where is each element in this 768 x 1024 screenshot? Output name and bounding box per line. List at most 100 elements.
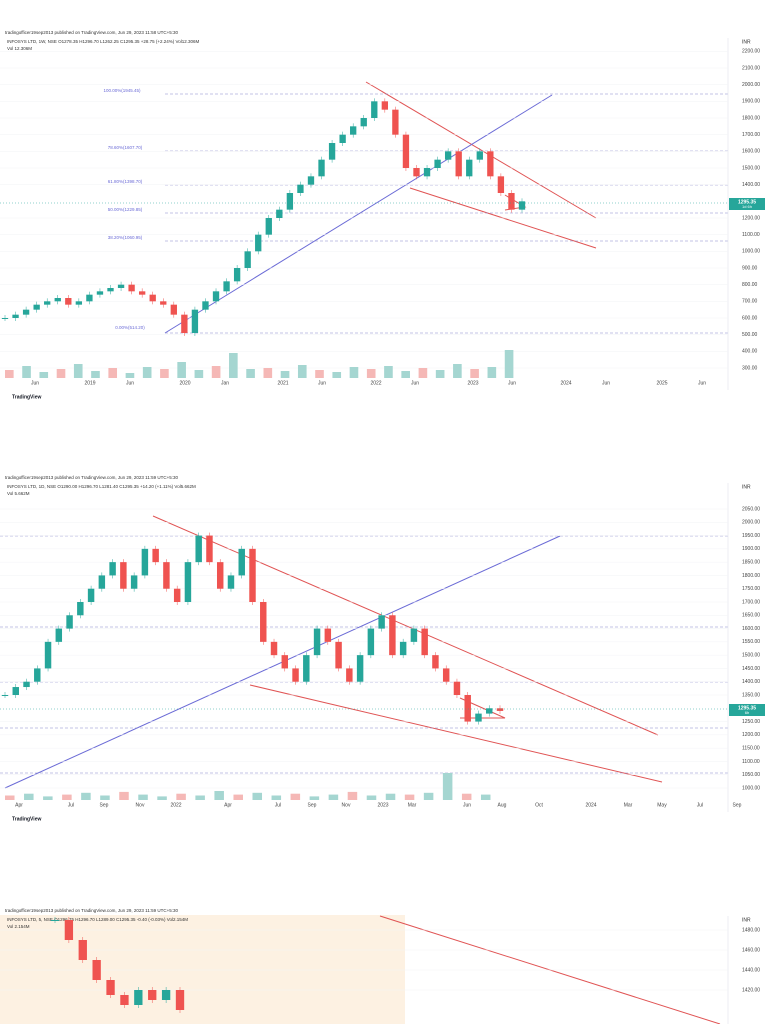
candle	[367, 628, 375, 656]
candle	[346, 668, 353, 682]
x-tick-label: Sep	[733, 802, 742, 808]
y-tick-label: 1600.00	[742, 626, 760, 632]
y-tick-label: 1000.00	[742, 249, 760, 255]
fib-label: 61.80%(1398.70)	[108, 179, 143, 184]
candle	[64, 920, 74, 940]
candle	[195, 535, 202, 563]
candle	[173, 588, 181, 602]
y-tick-label: 300.00	[742, 365, 758, 371]
x-tick-label: Jul	[68, 802, 74, 808]
candle	[163, 562, 170, 589]
candle	[475, 713, 482, 722]
y-tick-label: 900.00	[742, 265, 758, 271]
volume-bar	[108, 368, 118, 378]
x-tick-label: Sep	[308, 802, 317, 808]
volume-bar	[233, 794, 243, 800]
candle	[141, 548, 149, 576]
volume-bar	[176, 793, 186, 800]
y-tick-label: 700.00	[742, 299, 758, 305]
volume-bar	[487, 367, 497, 378]
candle	[276, 209, 283, 218]
volume-bar	[39, 372, 49, 378]
fib-label: 100.00%(1945.45)	[103, 88, 141, 93]
y-tick-label: 1050.00	[742, 772, 760, 778]
candle	[149, 294, 156, 302]
candle	[175, 990, 185, 1010]
x-tick-label: Jun	[318, 380, 326, 386]
y-tick-label: 1400.00	[742, 182, 760, 188]
candle	[486, 708, 493, 714]
y-tick-label: 1800.00	[742, 115, 760, 121]
drawings	[0, 81, 728, 1024]
volume-bar	[252, 792, 263, 800]
volume-bar	[309, 796, 320, 800]
candle	[313, 628, 321, 656]
candle	[54, 298, 61, 302]
volume-bar	[24, 793, 34, 800]
candle	[410, 628, 418, 642]
candle	[249, 548, 256, 602]
volume-bar	[280, 371, 290, 378]
fib-label: 78.60%(1607.70)	[108, 145, 143, 150]
candle	[255, 234, 262, 252]
trend-line	[249, 684, 663, 783]
volume-bar	[442, 773, 453, 800]
symbol-legend: INFOSYS LTD, 1W, NSE O1278.35 H1296.70 L…	[7, 39, 200, 44]
y-tick-label: 1700.00	[742, 599, 760, 605]
volume-bar	[480, 794, 491, 800]
candle	[297, 184, 304, 193]
price-tag-sub: 6h	[745, 710, 749, 715]
volume-bar	[229, 353, 238, 378]
publisher: tradingofficer19sep2013 published on Tra…	[5, 908, 178, 913]
candle	[12, 687, 19, 695]
volume-bar	[177, 362, 186, 378]
candle	[44, 301, 51, 305]
candle	[78, 940, 87, 960]
x-tick-label: 2024	[560, 380, 571, 386]
y-tick-label: 1500.00	[742, 652, 760, 658]
candle	[518, 201, 526, 210]
candle	[292, 668, 299, 682]
candle	[202, 301, 209, 310]
y-tick-label: 2000.00	[742, 82, 760, 88]
candle	[227, 575, 235, 589]
fib-label: 38.20%(1060.95)	[108, 235, 143, 240]
candle	[12, 314, 19, 318]
y-tick-label: 1450.00	[742, 666, 760, 672]
x-tick-label: Jun	[698, 380, 706, 386]
candle	[96, 291, 104, 295]
candle	[281, 655, 289, 669]
candle	[152, 548, 159, 563]
candle	[444, 151, 452, 160]
candle	[453, 681, 461, 695]
volume-bar	[418, 368, 428, 378]
y-tick-label: 1900.00	[742, 546, 760, 552]
volume-bar	[423, 792, 434, 800]
x-tick-label: Jul	[275, 802, 281, 808]
candle	[23, 681, 30, 688]
candle	[120, 562, 127, 589]
candle	[33, 304, 40, 310]
candle	[324, 628, 332, 642]
candle	[339, 134, 346, 143]
y-tick-label: 2200.00	[742, 49, 760, 55]
candle	[107, 288, 114, 292]
price-tag	[729, 704, 765, 716]
currency: INR	[742, 484, 751, 490]
x-tick-label: 2023	[377, 802, 388, 808]
candle	[497, 176, 505, 193]
volume-bar	[332, 372, 342, 378]
candle	[120, 995, 129, 1005]
candle	[421, 628, 428, 656]
volume-bar	[194, 370, 204, 378]
volume-bar	[290, 793, 301, 800]
candle	[402, 134, 410, 168]
candle	[423, 168, 431, 177]
candle	[34, 668, 41, 682]
candle	[75, 301, 83, 305]
volume-bar	[43, 796, 53, 800]
fib-label: 50.00%(1229.85)	[108, 207, 143, 212]
volume-bar	[138, 794, 148, 800]
trend-line	[152, 515, 659, 736]
y-tick-label: 1100.00	[742, 759, 760, 765]
